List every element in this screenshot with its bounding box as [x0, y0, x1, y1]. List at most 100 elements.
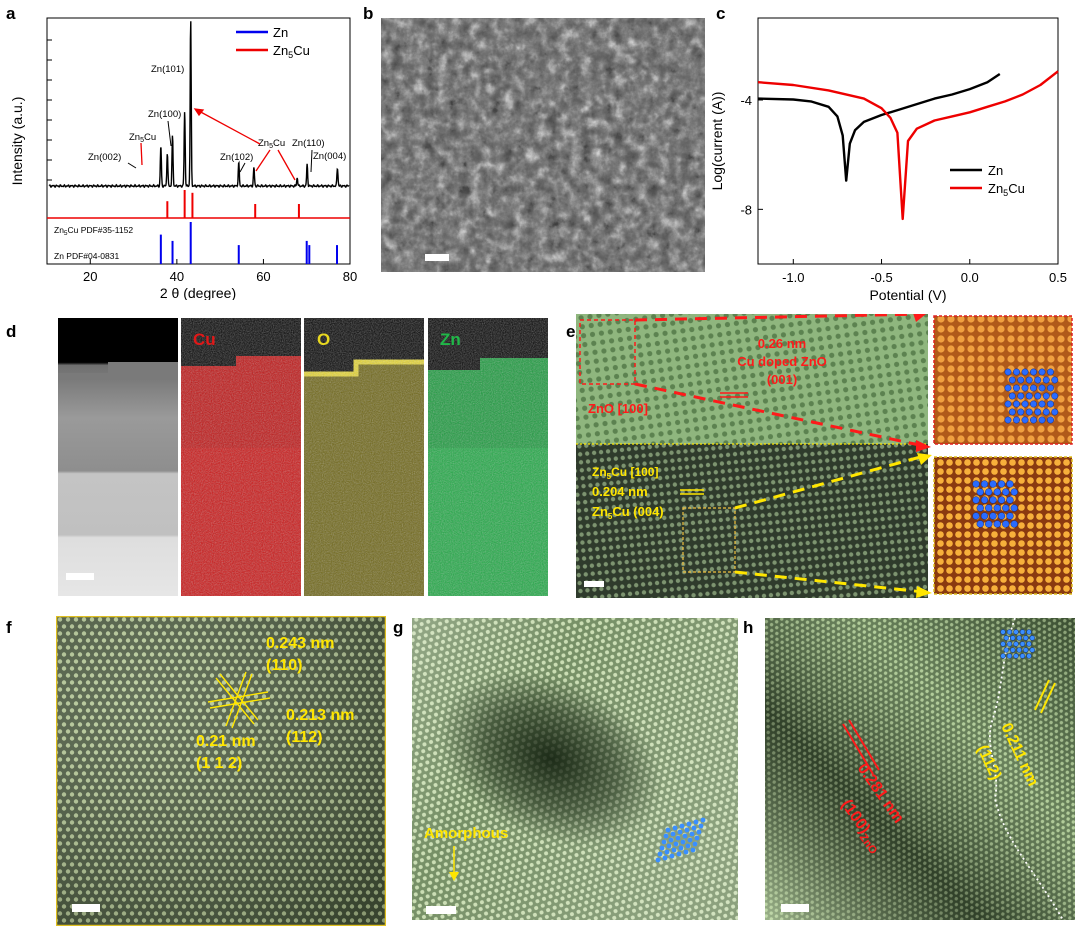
atom	[1006, 512, 1014, 520]
atom	[976, 504, 984, 512]
xrd-legend-zn5cu: Zn5Cu	[273, 43, 310, 60]
eds-cu-noise	[181, 318, 301, 596]
eds-o-label: O	[317, 330, 330, 349]
hrtem-fringe-marker-1	[720, 392, 748, 398]
hrtem-scale-bar	[584, 581, 604, 587]
xrd-xtick-label-0: 20	[83, 269, 97, 284]
atom	[672, 825, 678, 831]
atom	[1030, 384, 1037, 392]
atom	[1025, 408, 1033, 416]
atom	[1042, 392, 1050, 400]
atom	[993, 504, 1001, 512]
atom	[985, 504, 993, 512]
sem-scale-bar	[425, 254, 449, 261]
xrd-peak-label-zn110: Zn(110)	[292, 138, 325, 149]
atom	[1004, 416, 1012, 424]
atom	[1006, 629, 1013, 635]
hrtem-image-f: 0.243 nm (110) 0.213 nm (112) 0.21 nm (1…	[56, 616, 386, 926]
xrd-peak-label-zn004: Zn(004)	[313, 151, 346, 162]
panel-label-a: a	[6, 4, 16, 23]
atom	[677, 829, 683, 835]
panel-label-d: d	[6, 322, 17, 341]
atom	[1000, 629, 1006, 635]
atom	[972, 496, 980, 504]
atom	[680, 839, 686, 845]
atom	[1010, 504, 1018, 512]
atom	[997, 512, 1006, 520]
xrd-xtick-label-3: 80	[343, 269, 357, 284]
atom	[661, 839, 667, 845]
atom	[691, 825, 697, 831]
tafel-xlabel: Potential (V)	[869, 287, 946, 303]
tafel-series-1	[757, 70, 1059, 221]
atom	[1008, 376, 1016, 384]
atom	[1016, 647, 1022, 653]
atom	[692, 841, 698, 847]
atom	[1013, 384, 1020, 392]
atom	[1021, 400, 1029, 408]
atom	[1023, 647, 1029, 653]
hrtem-bottom-region	[576, 444, 928, 598]
atom	[669, 853, 675, 859]
xrd-series-pattern	[48, 21, 350, 189]
atom	[1016, 635, 1022, 641]
atom	[1013, 653, 1019, 659]
xrd-peak-label-zn002: Zn(002)	[88, 152, 121, 163]
eds-maps: Cu O Zn	[58, 318, 548, 596]
atom	[1038, 384, 1046, 392]
eds-cu-label: Cu	[193, 330, 216, 349]
atom	[1002, 504, 1010, 512]
atom	[679, 823, 685, 829]
atom	[686, 821, 692, 827]
atom	[1025, 376, 1033, 384]
atom	[1003, 635, 1009, 641]
atom	[1010, 488, 1018, 496]
atom	[1030, 368, 1037, 376]
atom	[1029, 647, 1035, 653]
atom	[1025, 392, 1033, 400]
atom	[1029, 635, 1035, 641]
hrtem-f-fringe-markers	[207, 671, 271, 729]
atom	[1026, 629, 1032, 635]
xrd-peak-label-zn101: Zn(101)	[151, 64, 184, 75]
sem-image	[381, 18, 705, 272]
atom	[1013, 368, 1020, 376]
hrtem-h-boundary	[989, 618, 1064, 920]
hrtem-f-d1: 0.243 nm	[266, 635, 334, 652]
tafel-axes-frame	[757, 17, 1059, 265]
atom	[1034, 392, 1042, 400]
hrtem-h-bands	[765, 618, 1075, 920]
atom	[989, 496, 997, 504]
atom	[670, 831, 676, 837]
panel-label-h: h	[743, 618, 754, 637]
xrd-peak-label-zn5cu-1: Zn5Cu	[129, 132, 156, 144]
atom	[1017, 376, 1025, 384]
hrtem-f-scale-bar	[72, 904, 100, 912]
eds-o-noise	[304, 318, 424, 596]
atom	[1013, 629, 1019, 635]
atom	[972, 512, 980, 520]
panel-label-g: g	[393, 618, 404, 637]
atom	[676, 851, 682, 857]
xrd-axes-frame	[46, 17, 351, 265]
atom	[989, 512, 997, 520]
atom	[1008, 408, 1016, 416]
xrd-peak-label-zn100: Zn(100)	[148, 109, 181, 120]
atom	[1047, 416, 1054, 424]
hrtem-h-atom-model	[1000, 629, 1035, 659]
tafel-legend-zn: Zn	[988, 163, 1003, 178]
atom	[657, 851, 663, 857]
tafel-legend-zn5cu: Zn5Cu	[988, 181, 1025, 198]
atom	[665, 827, 671, 833]
tafel-series-0	[757, 72, 1001, 182]
atom	[682, 833, 688, 839]
xrd-peak-label-zn5cu-2: Zn5Cu	[258, 138, 285, 150]
xrd-xlabel: 2 θ (degree)	[160, 285, 236, 300]
atom	[997, 496, 1006, 504]
panel-label-b: b	[363, 4, 374, 23]
hrtem-g-dark-region	[428, 663, 696, 873]
atom	[694, 835, 700, 841]
hrtem-fringe-marker-2	[680, 489, 704, 495]
atom	[1021, 416, 1029, 424]
hrtem-image-h: 0.281 nm (100)ZnO 0.211 nm (112)	[765, 618, 1075, 920]
